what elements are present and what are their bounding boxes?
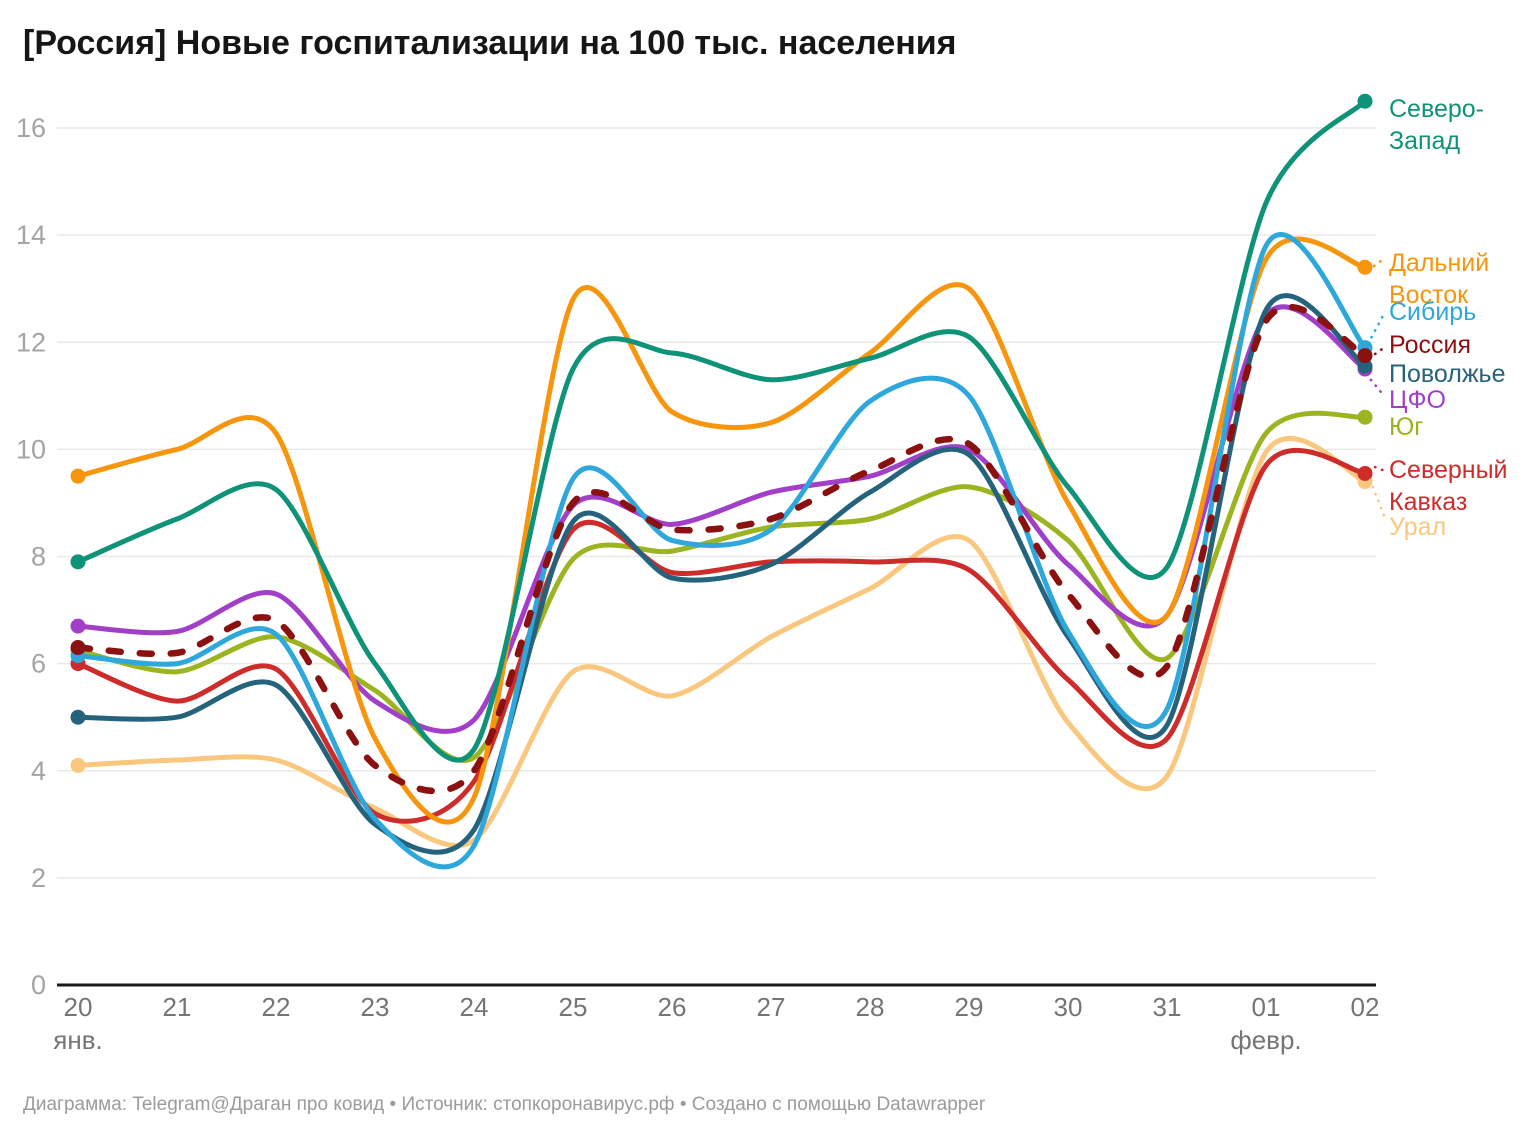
leader-line-rus <box>1373 345 1387 356</box>
series-line-kav <box>75 448 1368 824</box>
series-yug <box>70 409 1373 763</box>
x-tick-label-26: 26 <box>658 992 687 1022</box>
series-end-dot-dv <box>1357 259 1373 275</box>
series-line-sz <box>75 98 1368 763</box>
x-month-label: янв. <box>53 1025 102 1055</box>
x-tick-label-25: 25 <box>559 992 588 1022</box>
y-tick-label-2: 2 <box>31 863 46 893</box>
series-start-dot-ural <box>70 757 86 773</box>
y-tick-label-10: 10 <box>16 434 46 464</box>
leader-line-kav <box>1373 465 1387 473</box>
y-tick-label-0: 0 <box>31 970 46 1000</box>
series-pov <box>70 293 1373 855</box>
leader-line-sib <box>1366 310 1387 346</box>
x-tick-label-28: 28 <box>856 992 885 1022</box>
series-rus <box>70 303 1373 795</box>
x-tick-label-31: 31 <box>1153 992 1182 1022</box>
series-line-yug <box>75 410 1368 763</box>
series-end-dot-sz <box>1357 93 1373 109</box>
series-end-dot-yug <box>1357 409 1373 425</box>
x-tick-label-27: 27 <box>757 992 786 1022</box>
series-line-ural <box>75 435 1368 849</box>
x-tick-label-01: 01 <box>1252 992 1281 1022</box>
x-tick-label-30: 30 <box>1054 992 1083 1022</box>
series-sz <box>70 93 1373 763</box>
chart-footer: Диаграмма: Telegram@Драган про ковид • И… <box>23 1094 986 1115</box>
leader-line-dv <box>1372 256 1387 268</box>
series-start-dot-dv <box>70 468 86 484</box>
chart-title: [Россия] Новые госпитализации на 100 тыс… <box>23 24 957 62</box>
series-end-dot-pov <box>1357 358 1373 374</box>
x-tick-label-20: 20 <box>64 992 93 1022</box>
y-tick-label-6: 6 <box>31 649 46 679</box>
series-start-dot-pov <box>70 709 86 725</box>
x-tick-label-21: 21 <box>163 992 192 1022</box>
x-tick-label-02: 02 <box>1351 992 1380 1022</box>
x-tick-label-22: 22 <box>262 992 291 1022</box>
series-line-sib <box>75 232 1368 870</box>
series-line-pov <box>75 293 1368 855</box>
series-line-rus <box>74 303 1369 795</box>
x-tick-label-23: 23 <box>361 992 390 1022</box>
series-kav <box>70 448 1373 824</box>
y-tick-label-4: 4 <box>31 756 46 786</box>
x-month-label: февр. <box>1230 1025 1301 1055</box>
x-tick-label-24: 24 <box>460 992 489 1022</box>
y-tick-label-8: 8 <box>31 542 46 572</box>
series-start-dot-sz <box>70 554 86 570</box>
y-tick-label-12: 12 <box>16 327 46 357</box>
series-end-dot-kav <box>1357 465 1373 481</box>
series-start-dot-cfo <box>70 618 86 634</box>
series-start-dot-rus <box>70 640 86 656</box>
leader-line-ural <box>1368 478 1387 520</box>
y-tick-label-14: 14 <box>16 220 46 250</box>
series-end-dot-rus <box>1357 348 1373 364</box>
x-tick-label-29: 29 <box>955 992 984 1022</box>
leader-line-cfo <box>1364 372 1387 399</box>
y-tick-label-16: 16 <box>16 113 46 143</box>
